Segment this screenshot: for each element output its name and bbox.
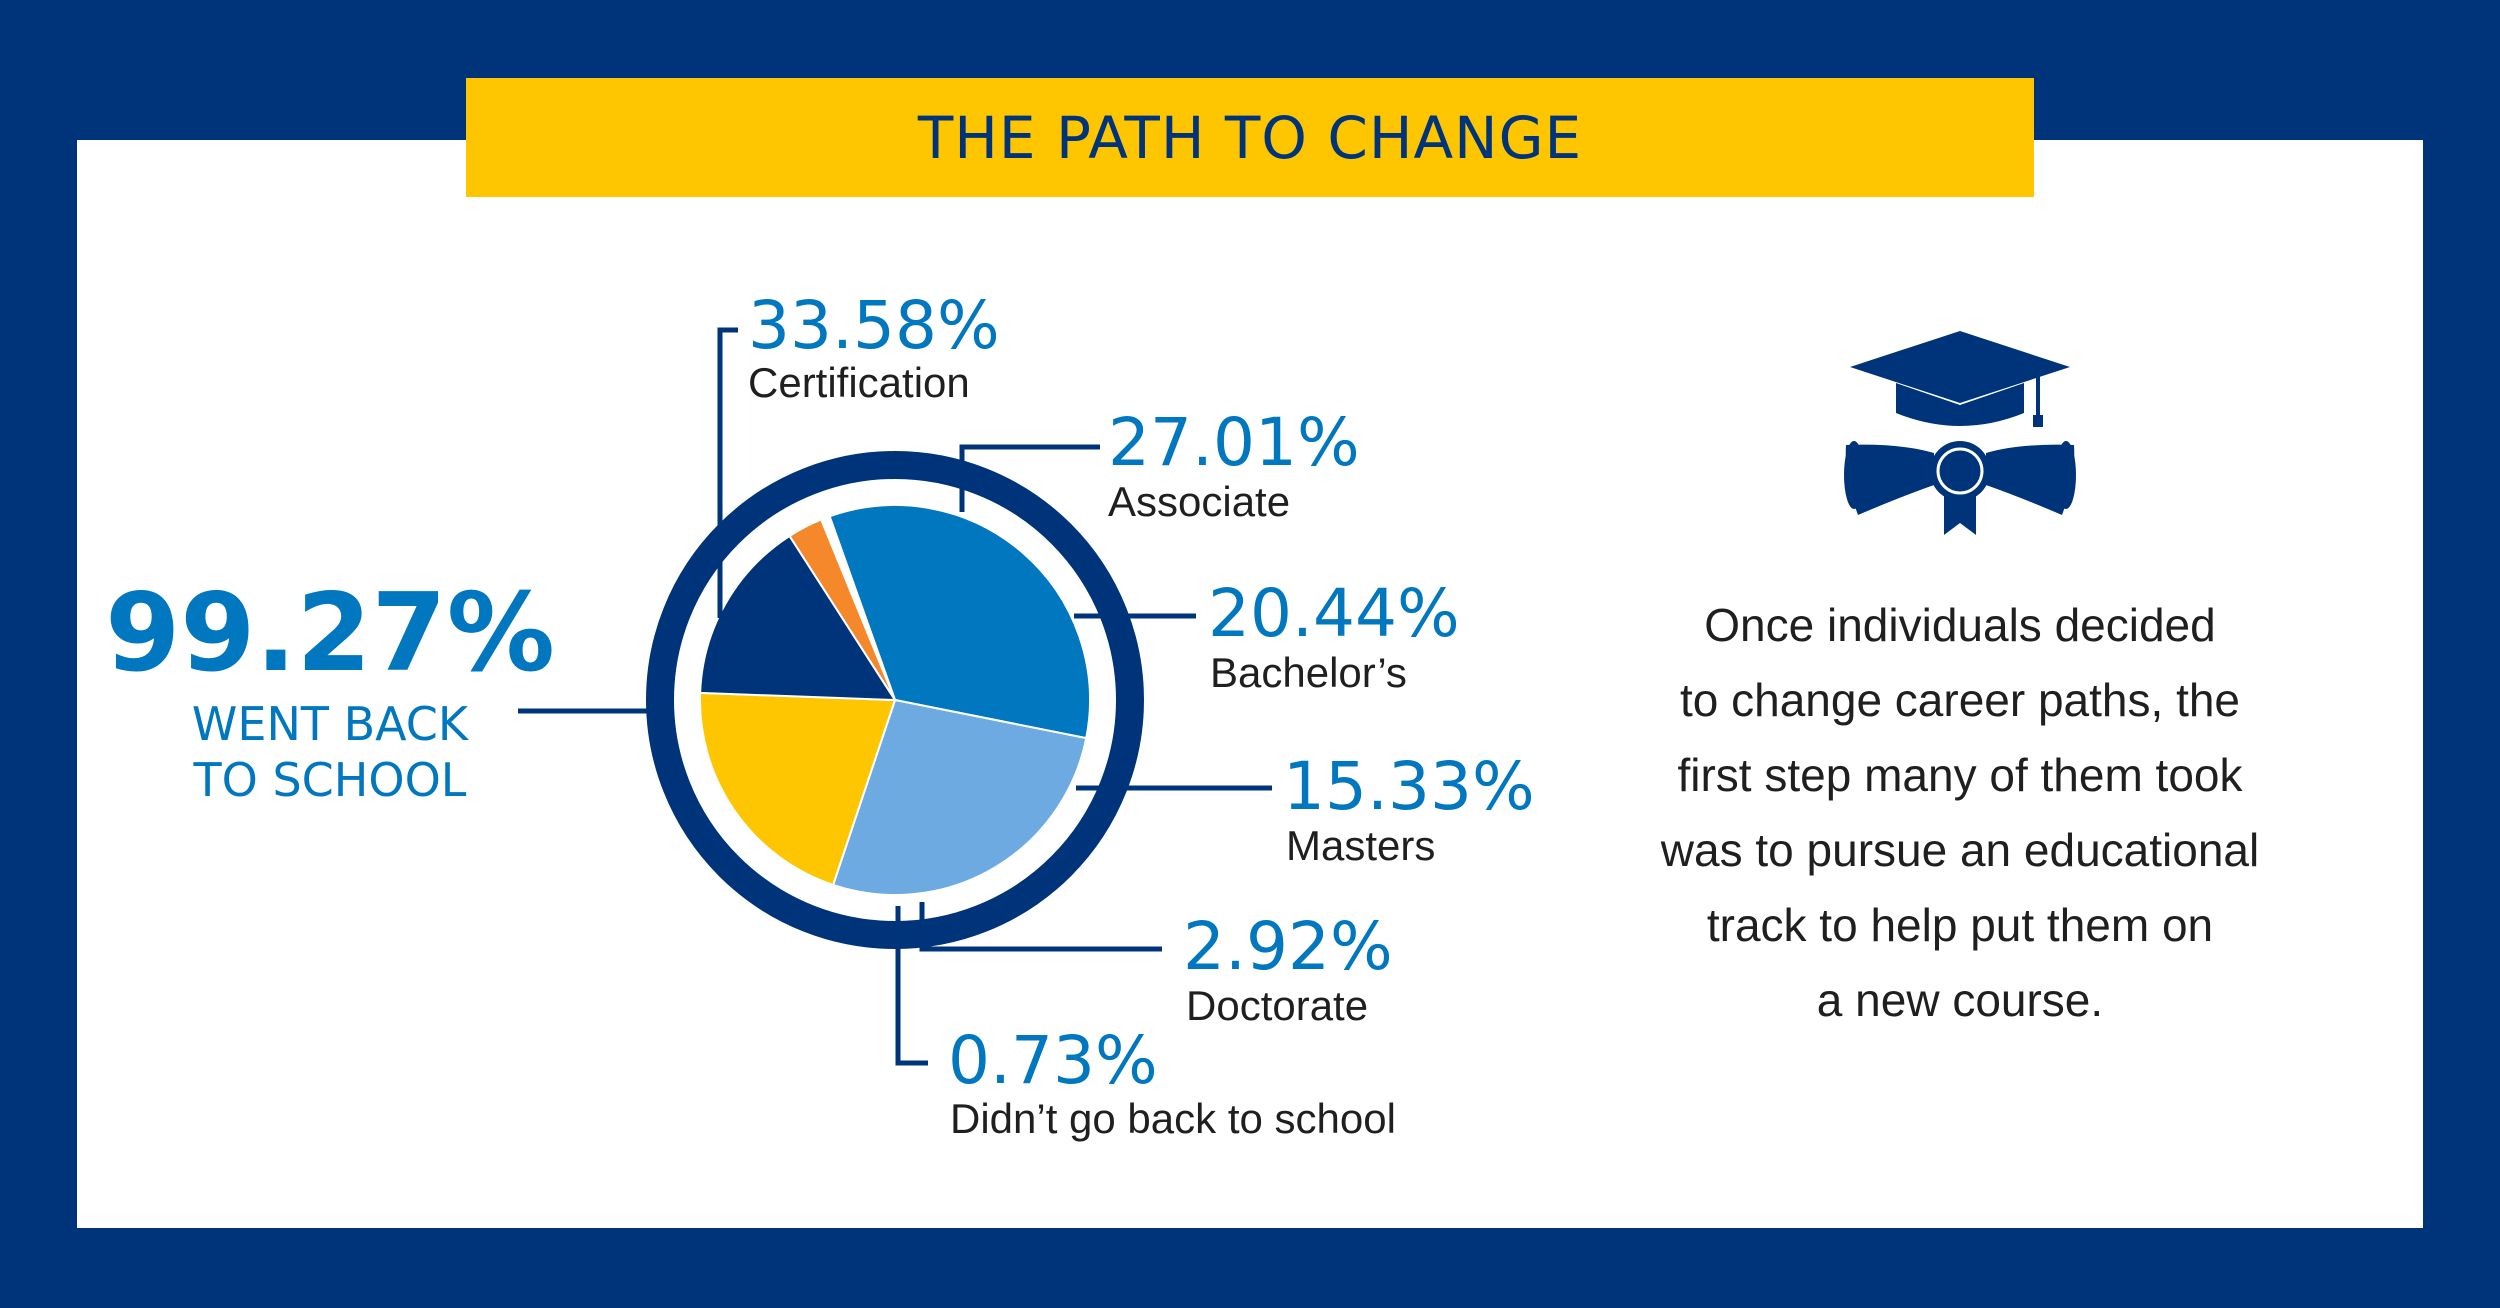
label-certification-name: Certification [748,359,970,406]
pie-slices [699,504,1091,896]
pie-outer-ring [646,451,1144,949]
pie-slice-masters [699,534,897,702]
description-line: was to pursue an educational [1660,824,2260,876]
description-line: track to help put them on [1706,899,2214,951]
label-no-school-value: 0.73% [948,1022,1158,1099]
pie-slice-didn-t-go-back-to-school [819,515,896,701]
content-panel [77,140,2423,1228]
description-line: a new course. [1816,974,2104,1026]
label-bachelors-name: Bachelor’s [1210,649,1407,696]
description: Once individuals decided to change caree… [1590,588,2330,1038]
label-bachelors-value: 20.44% [1208,575,1460,652]
description-line: first step many of them took [1677,749,2243,801]
headline-label-line2: TO SCHOOL [193,753,467,807]
leader-line-associate [959,444,1100,512]
headline-value: 99.27% [105,571,555,696]
leader-line-doctorate [919,902,1162,952]
label-associate-name: Associate [1108,478,1290,525]
pie-slice-associate [831,698,1088,896]
label-masters-value: 15.33% [1283,748,1535,825]
label-doctorate-value: 2.92% [1183,908,1393,985]
leader-lines [518,327,1272,1066]
label-associate-value: 27.01% [1108,404,1360,481]
label-certification-value: 33.58% [748,287,1000,364]
label-no-school-name: Didn’t go back to school [950,1095,1396,1142]
graduation-cap-diploma-icon [1840,325,2080,545]
pie-slice-bachelor-s [699,691,897,887]
description-line: Once individuals decided [1704,599,2216,651]
description-line: to change career paths, the [1679,674,2241,726]
title-banner: THE PATH TO CHANGE [466,78,2034,197]
label-doctorate-name: Doctorate [1186,982,1368,1029]
pie-slice-certification [828,504,1091,740]
leader-line-no-school [895,906,928,1066]
label-masters-name: Masters [1286,822,1435,869]
headline-label-line1: WENT BACK [192,697,470,751]
page-title: THE PATH TO CHANGE [917,103,1583,172]
leader-line-certification [717,327,738,618]
